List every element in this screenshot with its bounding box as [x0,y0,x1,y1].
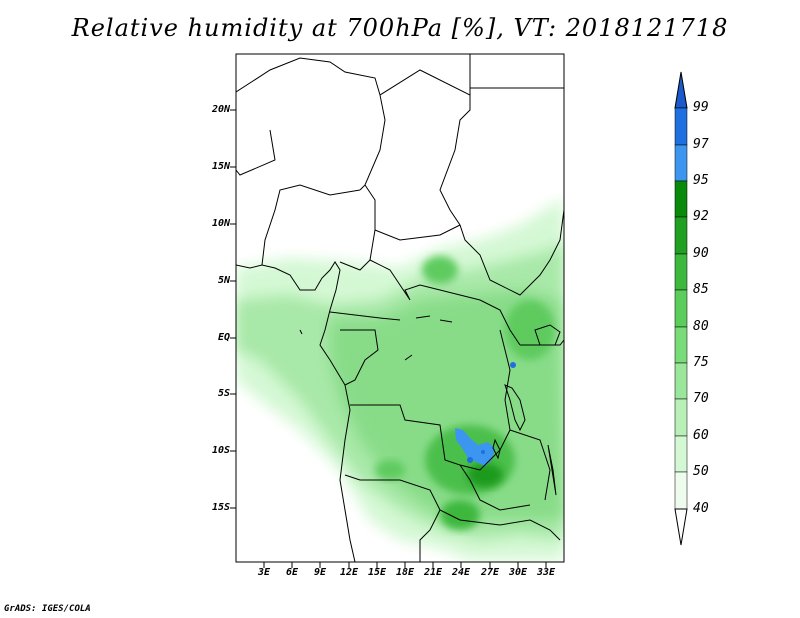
border [350,404,531,511]
colorbar-bin [674,471,688,510]
border [459,519,561,541]
border [344,474,461,521]
lon-label: 6E [285,567,299,578]
colorbar-bin [674,216,688,255]
humidity-saturated-patch [455,428,495,466]
colorbar-bin [674,362,688,400]
credit-text: GrADS: IGES/COLA [4,604,91,614]
colorbar-label: 60 [693,428,709,443]
lat-label: 10S [211,445,230,456]
country-borders [236,54,564,562]
lake-victoria [534,324,561,346]
lon-label: 24E [451,567,471,578]
colorbar-label: 99 [693,100,709,115]
map-title: Relative humidity at 700hPa [%], VT: 201… [71,14,729,42]
colorbar-bin [674,253,688,291]
lon-label: 33E [536,567,556,578]
colorbar-label: 85 [693,282,709,297]
colorbar-label: 97 [693,137,709,152]
colorbar-bin [674,144,688,182]
border [261,184,361,266]
colorbar-label: 70 [693,391,709,406]
lat-label: 5N [217,275,230,286]
coastline [236,261,356,562]
colorbar-top-arrow [674,71,688,109]
lake-malawi [547,444,557,496]
humidity-dark-patch [375,460,405,480]
border [339,184,376,271]
coastline-gulf [299,329,303,335]
humidity-dark-patch [422,256,458,284]
colorbar-label: 75 [693,355,709,370]
border [520,339,564,346]
lon-label: 27E [480,567,500,578]
lat-label: EQ [217,332,230,343]
lake-tanganyika [504,384,526,432]
colorbar-bin [674,326,688,364]
colorbar [674,71,688,546]
lat-label: 5S [217,388,230,399]
humidity-dark-patch [440,500,480,530]
lat-label: 15S [211,502,230,513]
humidity-dark-patch [467,463,503,487]
lake-bangweulu [404,315,453,361]
colorbar-label: 90 [693,246,709,261]
lat-label: 15N [211,161,230,172]
lon-label: 3E [257,567,271,578]
colorbar-bin [674,180,688,218]
border [329,311,401,321]
humidity-saturated-patch [481,450,485,454]
lat-label: 10N [211,218,230,229]
colorbar-bin [674,289,688,328]
colorbar-bin [674,435,688,473]
border [340,329,379,386]
colorbar-label: 80 [693,319,709,334]
border [374,224,461,241]
humidity-field [236,198,564,560]
colorbar-label: 92 [693,209,709,224]
colorbar-bin [674,107,688,146]
map-frame [235,53,565,563]
lon-label: 18E [395,567,415,578]
humidity-saturated-patch [510,362,516,368]
axis-ticks [230,109,547,568]
lon-label: 9E [313,567,327,578]
lon-label: 30E [508,567,528,578]
colorbar-label: 95 [693,173,709,188]
lake-mweru [492,438,501,460]
colorbar-label: 40 [693,501,709,516]
lon-label: 21E [423,567,443,578]
colorbar-bin [674,398,688,437]
lon-label: 15E [367,567,387,578]
humidity-dark-patch [505,300,555,360]
border [509,429,551,501]
border [236,129,276,176]
colorbar-label: 50 [693,464,709,479]
border [236,57,386,191]
humidity-saturated-patch [467,457,473,463]
lon-label: 12E [339,567,359,578]
colorbar-bottom-arrow [674,508,688,546]
border [369,259,521,346]
border [419,509,441,562]
lat-label: 20N [211,104,230,115]
